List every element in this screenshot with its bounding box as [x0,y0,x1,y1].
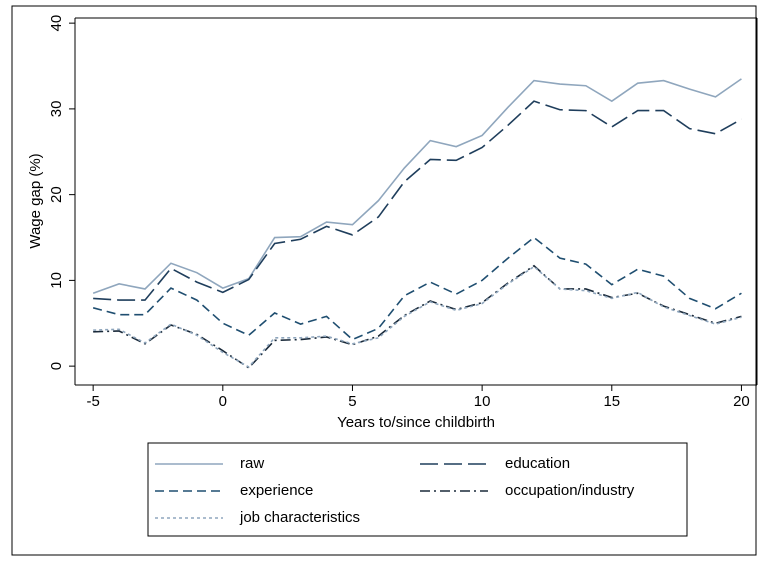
y-tick-label: 0 [48,362,65,370]
x-tick-label: 10 [474,393,491,410]
series-line [93,100,742,301]
series-line [93,265,742,369]
y-tick-label: 20 [48,186,65,203]
x-tick-label: 5 [348,393,356,410]
legend-label: job characteristics [239,509,360,526]
legend-label: education [505,455,570,472]
x-axis-title: Years to/since childbirth [337,414,495,431]
legend-label: raw [240,455,264,472]
y-tick-label: 30 [48,101,65,118]
x-tick-label: -5 [86,393,99,410]
legend-label: occupation/industry [505,482,635,499]
series-line [93,264,742,369]
series-line [92,78,742,295]
x-tick-label: 15 [603,393,620,410]
y-tick-label: 10 [48,272,65,289]
y-tick-label: 40 [48,15,65,32]
legend-label: experience [240,482,313,499]
legend-box [147,442,688,537]
x-tick-label: 20 [733,393,750,410]
x-tick-label: 0 [219,393,227,410]
series-line [92,236,742,341]
y-axis-title: Wage gap (%) [27,153,44,248]
